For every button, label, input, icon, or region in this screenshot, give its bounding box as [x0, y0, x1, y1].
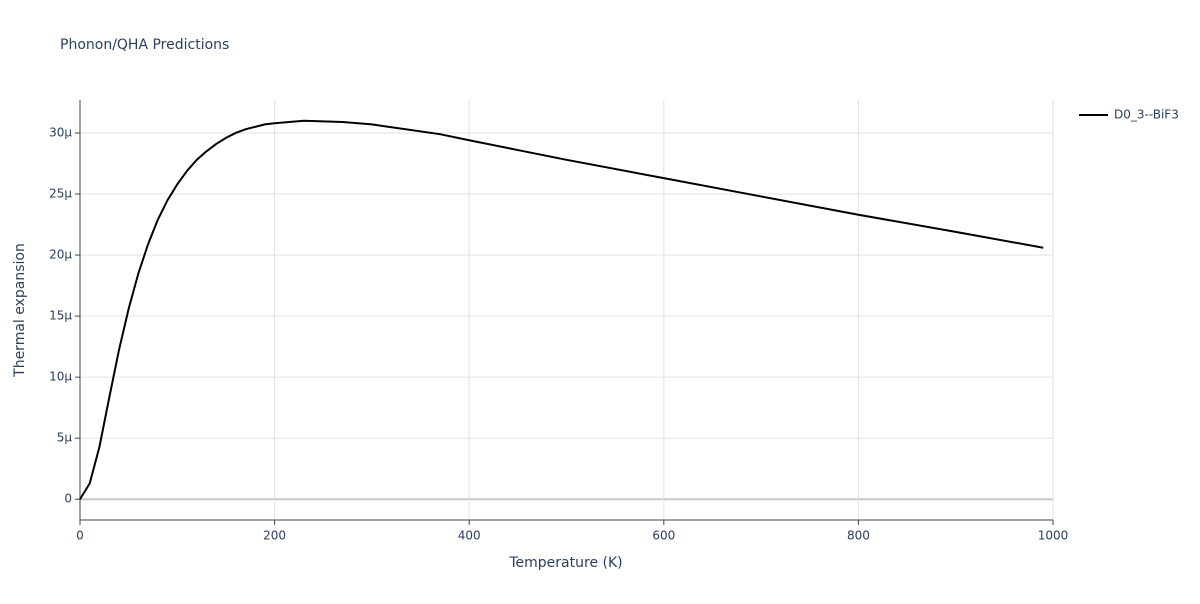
y-tick-label: 10μ: [49, 370, 72, 384]
y-tick-label: 15μ: [49, 309, 72, 323]
y-tick-label: 25μ: [49, 187, 72, 201]
y-tick-label: 30μ: [49, 125, 72, 139]
x-tick-label: 600: [652, 529, 675, 543]
y-tick-label: 5μ: [57, 431, 73, 445]
x-tick-label: 200: [263, 529, 286, 543]
x-tick-label: 400: [458, 529, 481, 543]
x-tick-label: 0: [76, 529, 84, 543]
x-tick-label: 800: [847, 529, 870, 543]
y-tick-label: 0: [64, 492, 72, 506]
x-axis-title: Temperature (K): [508, 555, 622, 571]
y-axis-title: Thermal expansion: [12, 243, 28, 378]
legend-label: D0_3--BiF3: [1114, 108, 1179, 122]
line-series: [79, 119, 1044, 500]
y-tick-label: 20μ: [49, 248, 72, 262]
chart-title: Phonon/QHA Predictions: [60, 37, 229, 53]
x-tick-label: 1000: [1038, 529, 1069, 543]
